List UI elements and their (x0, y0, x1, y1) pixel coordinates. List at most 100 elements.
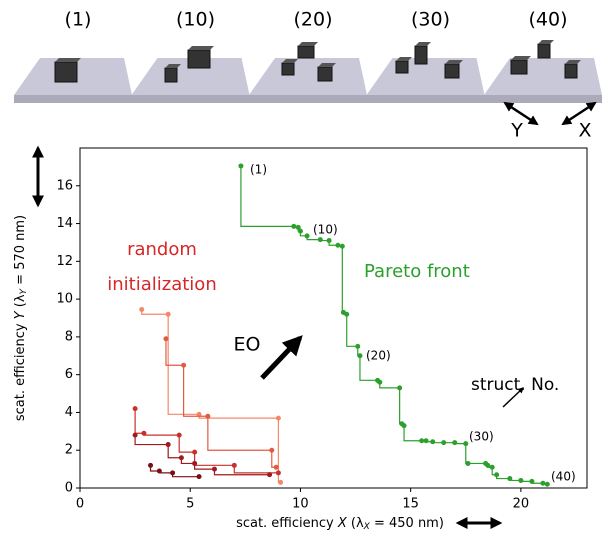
xlabel: scat. efficiency X (λX = 450 nm) (236, 516, 444, 532)
block-top (396, 57, 412, 61)
point (485, 462, 491, 468)
struct-arrow (502, 387, 524, 408)
plate-side (249, 95, 367, 103)
plate-top (131, 58, 250, 95)
eo-arrow (260, 335, 303, 380)
point (170, 470, 176, 476)
point (163, 336, 169, 342)
block (510, 59, 528, 75)
y-tick-label: 8 (65, 329, 73, 344)
point (401, 423, 407, 429)
y-tick-label: 6 (65, 367, 73, 382)
xlabel-part: X (337, 516, 348, 531)
point (463, 441, 469, 447)
y-tick-label: 0 (65, 481, 73, 496)
ylabel: scat. efficiency Y (λY = 570 nm) (13, 215, 29, 421)
plate-side (14, 95, 132, 103)
point (278, 479, 284, 485)
x-tick-label: 0 (76, 497, 84, 512)
plot-frame (79, 147, 588, 489)
plate-side (131, 95, 250, 103)
point (273, 464, 279, 470)
point (423, 438, 429, 444)
point (326, 238, 332, 244)
y-tick-label: 10 (56, 292, 73, 307)
point (465, 460, 471, 466)
ylabel-part: scat. efficiency (13, 319, 28, 421)
point (156, 468, 162, 474)
pareto-label: Pareto front (364, 261, 470, 282)
structure-panels (14, 40, 602, 103)
random-label: initialization (107, 274, 216, 295)
xlabel-part: scat. efficiency (236, 516, 338, 531)
point (269, 447, 275, 453)
block (187, 49, 211, 69)
point (507, 476, 513, 482)
block (537, 43, 551, 59)
plate-side (366, 95, 485, 103)
direction-label: X (578, 120, 591, 142)
point-label: (30) (469, 430, 494, 444)
xlabel-part: (λ (347, 516, 364, 531)
point (452, 440, 458, 446)
point-label: (40) (551, 470, 576, 484)
x-direction-arrow (561, 101, 597, 126)
point (430, 439, 436, 445)
point (357, 353, 363, 359)
block-top (511, 56, 531, 60)
block-top (298, 42, 318, 46)
ylabel-part: (λ (13, 294, 28, 311)
ylabel-part: Y (13, 310, 28, 319)
point (441, 440, 447, 446)
point (494, 472, 500, 478)
block-top (318, 63, 336, 67)
point (238, 163, 244, 169)
y-tick-label: 12 (56, 254, 73, 269)
block (414, 45, 428, 65)
block (564, 63, 578, 79)
struct-label: struct. No. (471, 375, 559, 395)
block-top (282, 59, 298, 63)
block-top (565, 60, 581, 64)
point (178, 455, 184, 461)
point (139, 307, 145, 312)
panel-label: (40) (528, 9, 567, 31)
step-line (134, 435, 270, 476)
ylabel-part: Y (19, 287, 29, 294)
block (444, 63, 460, 79)
point (529, 478, 535, 484)
point (291, 223, 297, 229)
point (317, 237, 323, 243)
ylabel-part: = 570 nm) (13, 215, 28, 289)
block (54, 61, 78, 83)
block-top (415, 42, 431, 46)
point (196, 474, 202, 480)
direction-label: Y (510, 120, 523, 142)
point (267, 472, 273, 478)
block-top (188, 46, 214, 50)
block (281, 62, 295, 76)
panel-label: (10) (176, 9, 215, 31)
y-tick-label: 2 (65, 443, 73, 458)
xlabel-part: = 450 nm) (370, 516, 444, 531)
point (339, 243, 345, 249)
point (540, 480, 546, 486)
x-tick-label: 10 (292, 497, 309, 512)
point (275, 470, 281, 476)
xlabel-part: X (363, 522, 371, 532)
point (377, 379, 383, 385)
point (205, 413, 211, 419)
point (489, 464, 495, 470)
point (355, 343, 361, 349)
panel-label: (30) (411, 9, 450, 31)
block-top (55, 58, 81, 62)
point (165, 442, 171, 448)
block-top (538, 40, 554, 44)
point (132, 432, 138, 438)
point (419, 438, 425, 444)
x-tick-label: 20 (513, 497, 530, 512)
block-top (445, 60, 463, 64)
block-top (165, 64, 181, 68)
step-line (134, 408, 279, 474)
